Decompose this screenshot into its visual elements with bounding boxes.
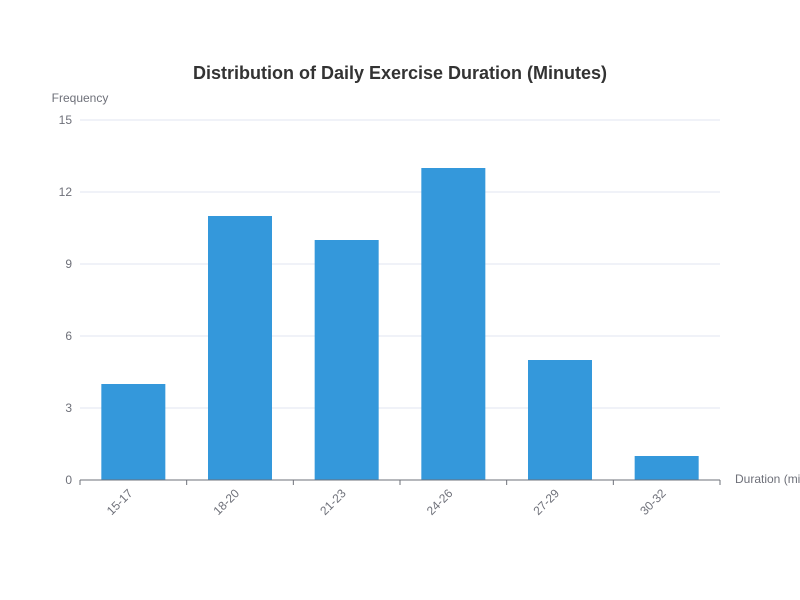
x-tick-label: 30-32 xyxy=(637,486,669,518)
y-tick-label: 15 xyxy=(59,113,73,127)
grid-lines xyxy=(80,119,720,409)
y-tick-label: 9 xyxy=(65,257,72,271)
bar xyxy=(528,360,592,480)
bar xyxy=(208,216,272,480)
y-axis-label: Frequency xyxy=(52,91,109,105)
bars xyxy=(101,168,699,480)
y-tick-label: 6 xyxy=(65,329,72,343)
x-tick-label: 21-23 xyxy=(317,486,349,518)
x-tick-label: 15-17 xyxy=(104,486,136,518)
x-tick-label: 24-26 xyxy=(424,486,456,518)
bar xyxy=(634,456,699,480)
y-tick-label: 0 xyxy=(65,473,72,487)
x-tick-label: 18-20 xyxy=(211,486,243,518)
bar xyxy=(421,168,486,480)
x-tick-label: 27-29 xyxy=(531,486,563,518)
x-axis-label: Duration (minutes) xyxy=(735,472,800,486)
y-tick-label: 3 xyxy=(65,401,72,415)
bar xyxy=(314,240,379,480)
y-tick-label: 12 xyxy=(59,185,73,199)
chart-title: Distribution of Daily Exercise Duration … xyxy=(193,63,607,83)
bar xyxy=(101,384,166,480)
